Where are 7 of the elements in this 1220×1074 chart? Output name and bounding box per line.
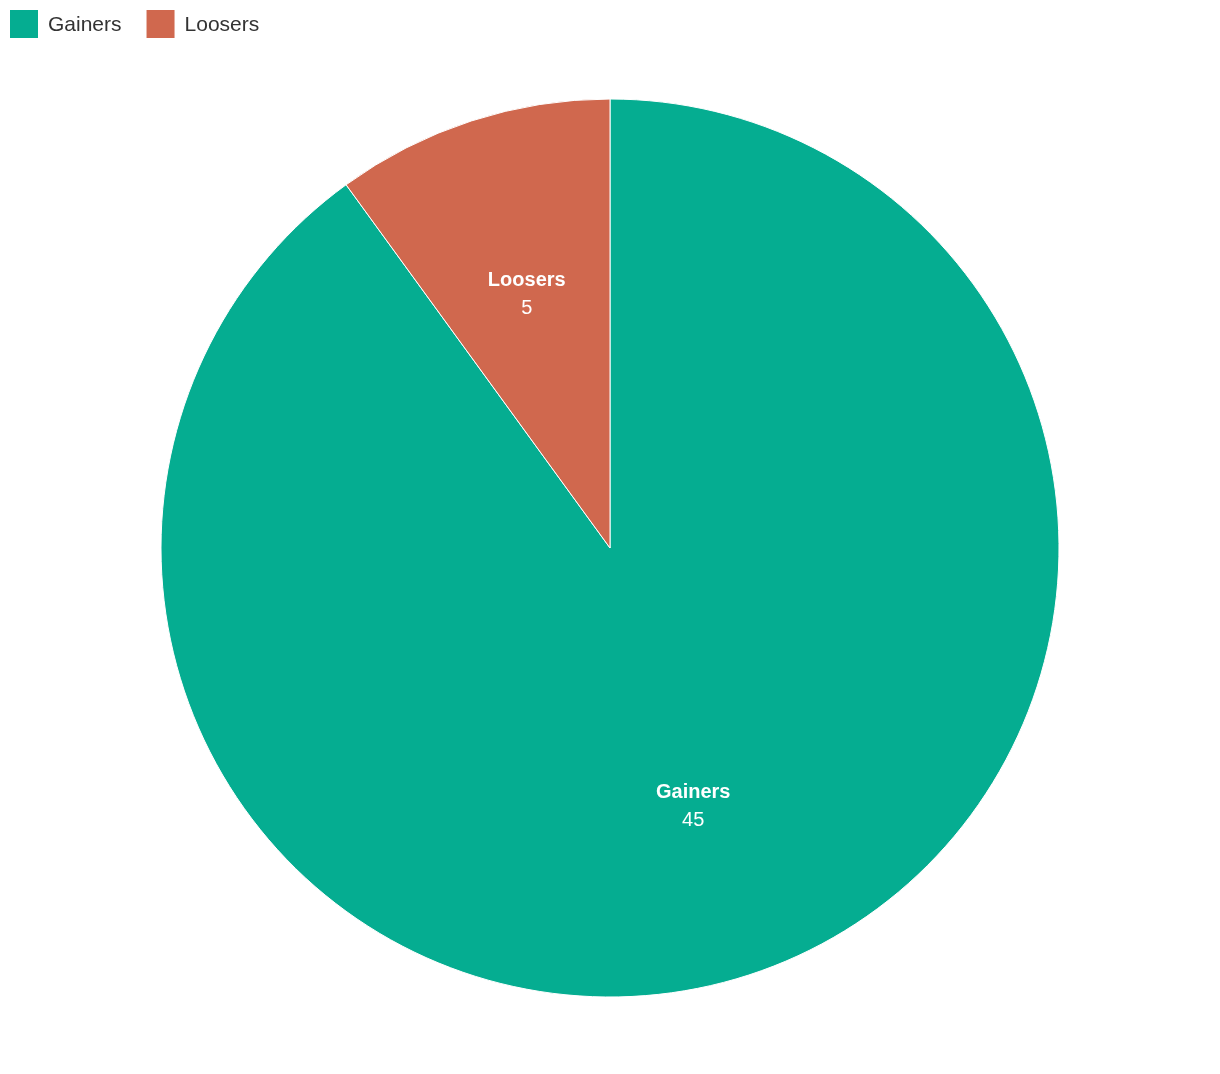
legend-label: Gainers [48,12,122,35]
slice-label: Gainers [656,780,731,803]
data-label: 45 [682,808,705,831]
data-label: 5 [521,295,533,318]
legend-label: Loosers [184,12,260,35]
pie-slice [160,98,1060,997]
slice-label: Loosers [487,267,566,290]
